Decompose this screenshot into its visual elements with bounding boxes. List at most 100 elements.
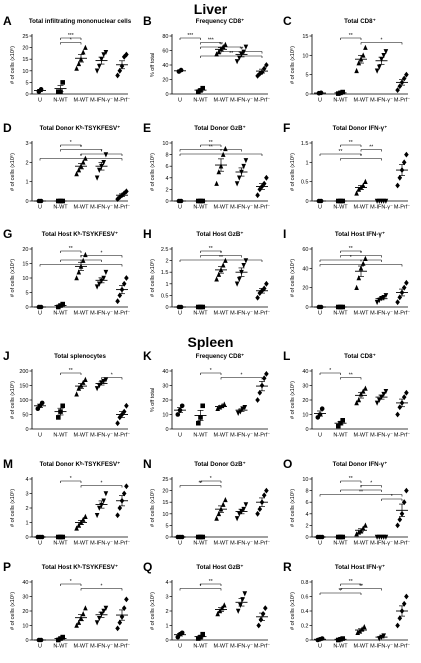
x-tick-label: U — [178, 433, 182, 439]
x-tick-label: M-Prf⁻ — [254, 433, 270, 439]
panel-A-dot-3-0 — [94, 68, 100, 74]
panel-letter: J — [3, 349, 10, 363]
y-tick-label: 20 — [302, 286, 308, 292]
panel-K-dot-0-1 — [177, 407, 183, 413]
panel-H-dot-3-3 — [241, 262, 246, 269]
panel-M-dot-2-4 — [83, 513, 88, 519]
panel-J-dot-2-3 — [80, 379, 86, 385]
significance-label: ** — [69, 368, 73, 374]
significance-label: ** — [369, 145, 373, 151]
panel-K-dot-2-1 — [217, 404, 223, 410]
y-tick-label: 0 — [25, 535, 28, 541]
x-tick-label: M-WT — [354, 644, 370, 650]
y-axis-label: # of cells (x10⁶) — [9, 381, 16, 419]
panel-R-dot-4-0 — [395, 622, 400, 629]
x-tick-label: M-Prf⁻ — [254, 541, 270, 547]
x-tick-label: M-IFN-γ⁻ — [90, 98, 113, 104]
panel-J-dot-3-4 — [103, 377, 109, 383]
y-tick-label: 40 — [162, 63, 168, 69]
panel-title: Total Host Kᵇ-TSYKFESV⁺ — [42, 564, 118, 571]
panel-Q-dot-3-1 — [238, 602, 243, 609]
panel-C-dot-2-4 — [363, 44, 368, 50]
panel-L-dot-0-1 — [317, 412, 323, 417]
panel-letter: B — [143, 14, 152, 28]
y-tick-label: 20 — [162, 78, 168, 84]
y-tick-label: 20 — [22, 247, 28, 253]
y-tick-label: 50 — [22, 413, 28, 419]
panel-D-dot-0-1 — [38, 198, 44, 204]
significance-label: * — [210, 476, 212, 482]
panel-H-dot-4-1 — [257, 290, 263, 296]
x-tick-label: M-IFN-γ⁻ — [370, 98, 393, 104]
panel-B-dot-1-2 — [200, 85, 205, 91]
panel-N-dot-3-3 — [241, 506, 246, 513]
panel-P-dot-1-2 — [60, 634, 65, 640]
panel-D-dot-2-4 — [83, 155, 88, 161]
y-axis-label: # of cells (x10⁶) — [289, 592, 296, 630]
panel-I-dot-2-0 — [354, 284, 359, 290]
panel-title: Total Donor GzB⁺ — [194, 461, 246, 468]
significance-label: * — [70, 38, 72, 44]
x-tick-label: M-Prf⁻ — [114, 644, 130, 650]
panel-A-dot-3-2 — [99, 56, 104, 63]
x-tick-label: M-Prf⁻ — [394, 433, 410, 439]
panel-J-dot-2-1 — [76, 385, 82, 391]
panel-O-dot-2-2 — [358, 528, 364, 534]
panel-B-dot-3-3 — [241, 49, 246, 55]
panel-Q-dot-1-1 — [198, 634, 203, 640]
panel-B-dot-3-0 — [234, 59, 240, 65]
panel-N-dot-2-2 — [218, 506, 224, 512]
panel-F-dot-2-3 — [360, 182, 366, 188]
significance-label: * — [80, 255, 82, 261]
panel-C-dot-2-3 — [360, 52, 366, 58]
panel-H-dot-3-4 — [243, 258, 249, 264]
y-axis-label: # of cells (x10⁵) — [9, 489, 16, 527]
panel-G-dot-4-3 — [121, 280, 127, 287]
panel-E-dot-1-2 — [200, 198, 205, 204]
x-tick-label: M-IFN-γ⁻ — [230, 644, 253, 650]
y-axis-label: # of cells (x10⁴) — [9, 259, 16, 297]
y-tick-label: 0 — [165, 92, 168, 98]
panel-C-dot-0-1 — [318, 90, 324, 96]
panel-L-dot-3-4 — [383, 389, 389, 395]
panel-H-dot-2-2 — [218, 266, 224, 273]
x-tick-label: U — [38, 98, 42, 104]
y-tick-label: 1 — [165, 624, 168, 630]
panel-Q-dot-2-2 — [219, 605, 225, 611]
x-tick-label: U — [178, 644, 182, 650]
y-tick-label: 20 — [22, 609, 28, 615]
significance-label: * — [220, 149, 222, 155]
panel-L-dot-2-2 — [358, 391, 364, 397]
panel-I-dot-2-4 — [363, 255, 368, 261]
significance-label: ** — [209, 145, 213, 151]
panel-H-dot-2-0 — [214, 276, 219, 282]
panel-N-dot-0-2 — [179, 534, 185, 540]
y-tick-label: 0 — [165, 535, 168, 541]
panel-P-dot-3-4 — [103, 605, 109, 611]
panel-F-dot-0-1 — [318, 198, 324, 204]
panel-R-dot-3-2 — [381, 633, 386, 639]
y-tick-label: 60 — [162, 49, 168, 55]
panel-G-dot-2-0 — [74, 275, 79, 281]
x-tick-label: M-WT — [214, 644, 230, 650]
significance-label: * — [381, 38, 383, 44]
panel-letter: R — [283, 560, 292, 574]
panel-G-dot-2-3 — [80, 257, 86, 263]
panel-N-dot-4-3 — [261, 492, 267, 499]
x-tick-label: M-Prf⁻ — [254, 205, 270, 211]
panel-G: G Total Host Kᵇ-TSYKFESV⁺ # of cells (x10⁴… — [3, 227, 130, 317]
y-tick-label: 1.5 — [301, 141, 309, 147]
x-tick-label: U — [178, 311, 182, 317]
panel-F: F Total Donor IFN-γ⁺ # of cells (x10⁶) 0 0.5… — [283, 121, 410, 211]
x-tick-label: N-WT — [193, 541, 208, 547]
panel-D-dot-2-1 — [76, 167, 82, 173]
x-tick-label: U — [318, 541, 322, 547]
panel-B-dot-2-4 — [223, 41, 228, 47]
panel-P-dot-4-3 — [121, 605, 127, 611]
panel-letter: O — [283, 457, 292, 471]
panel-N-dot-4-0 — [255, 510, 260, 517]
y-tick-label: 5 — [25, 291, 28, 297]
panel-J-dot-1-2 — [60, 403, 65, 409]
x-tick-label: M-IFN-γ⁻ — [370, 644, 393, 650]
